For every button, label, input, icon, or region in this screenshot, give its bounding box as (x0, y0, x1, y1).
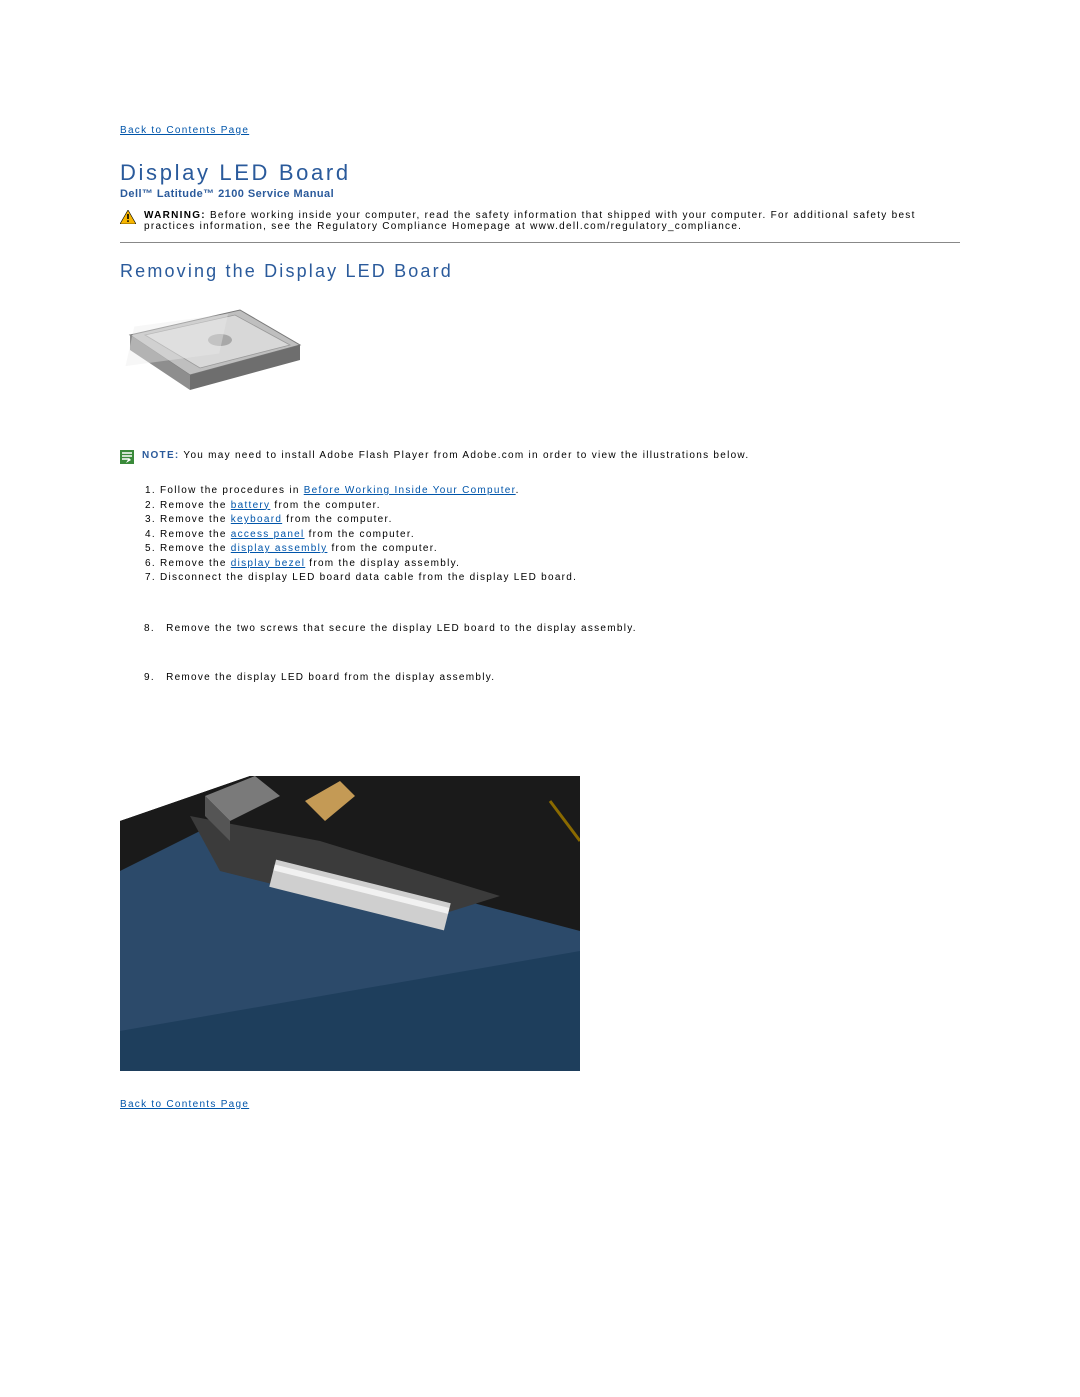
step-8-text: Remove the two screws that secure the di… (166, 623, 637, 634)
page-title: Display LED Board (120, 160, 960, 186)
step-1: Follow the procedures in Before Working … (160, 484, 960, 498)
divider (120, 242, 960, 243)
display-assembly-photo (120, 721, 580, 1071)
link-display-bezel[interactable]: display bezel (231, 558, 305, 569)
link-access-panel[interactable]: access panel (231, 529, 305, 540)
hard-drive-image (120, 290, 310, 410)
warning-text: WARNING: Before working inside your comp… (144, 210, 960, 232)
step-4: Remove the access panel from the compute… (160, 528, 960, 542)
page-container: Back to Contents Page Display LED Board … (0, 0, 1080, 1208)
step-7: Disconnect the display LED board data ca… (160, 571, 960, 585)
step-6: Remove the display bezel from the displa… (160, 557, 960, 571)
note-block: NOTE: You may need to install Adobe Flas… (120, 450, 960, 464)
step-8: 8. Remove the two screws that secure the… (144, 623, 960, 634)
step-3: Remove the keyboard from the computer. (160, 513, 960, 527)
procedure-list: Follow the procedures in Before Working … (120, 484, 960, 585)
warning-icon (120, 210, 136, 224)
step-9: 9. Remove the display LED board from the… (144, 672, 960, 683)
step-9-text: Remove the display LED board from the di… (166, 672, 495, 683)
link-keyboard[interactable]: keyboard (231, 514, 282, 525)
warning-block: WARNING: Before working inside your comp… (120, 210, 960, 232)
step-5: Remove the display assembly from the com… (160, 542, 960, 556)
note-text: NOTE: You may need to install Adobe Flas… (142, 450, 749, 461)
link-before-working[interactable]: Before Working Inside Your Computer (304, 485, 516, 496)
step-9-num: 9. (144, 672, 162, 683)
back-to-contents-top[interactable]: Back to Contents Page (120, 125, 249, 136)
note-body: You may need to install Adobe Flash Play… (183, 450, 749, 461)
back-to-contents-bottom[interactable]: Back to Contents Page (120, 1099, 249, 1110)
section-heading: Removing the Display LED Board (120, 261, 960, 282)
step-2: Remove the battery from the computer. (160, 499, 960, 513)
manual-subtitle: Dell™ Latitude™ 2100 Service Manual (120, 188, 960, 200)
link-battery[interactable]: battery (231, 500, 271, 511)
step-8-num: 8. (144, 623, 162, 634)
link-display-assembly[interactable]: display assembly (231, 543, 328, 554)
warning-body: Before working inside your computer, rea… (144, 210, 916, 232)
note-label: NOTE: (142, 450, 180, 461)
warning-label: WARNING: (144, 210, 206, 221)
note-icon (120, 450, 134, 464)
